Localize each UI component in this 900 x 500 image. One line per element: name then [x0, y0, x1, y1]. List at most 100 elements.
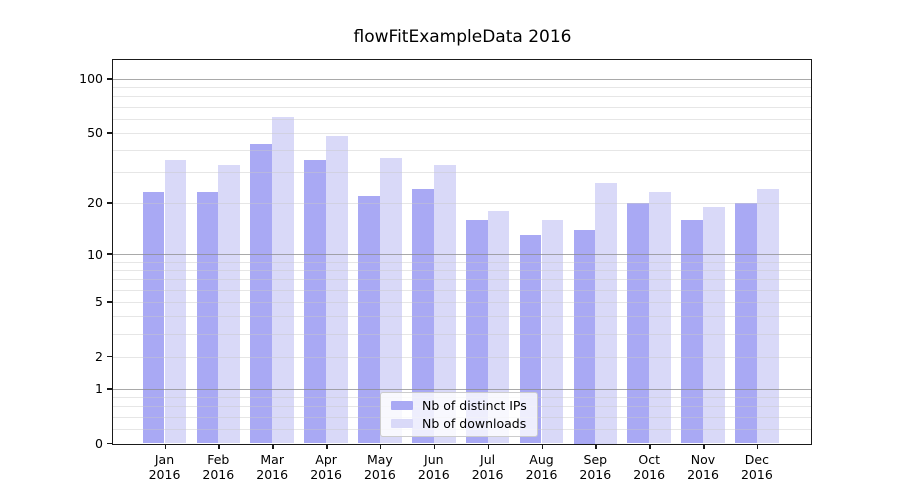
- legend-swatch-downloads: [391, 419, 413, 428]
- x-tick-mark: [703, 444, 705, 449]
- bar-downloads-feb: [218, 164, 241, 444]
- x-tick-month: Apr: [315, 451, 337, 467]
- x-tick-label: Sep 2016: [565, 452, 625, 483]
- x-tick-mark: [756, 444, 759, 449]
- y-tick-mark: [107, 355, 112, 358]
- y-tick-mark: [107, 132, 112, 134]
- x-tick-month: Dec: [744, 451, 769, 467]
- y-tick-label: 0: [95, 436, 103, 451]
- bar-distinct-ips-feb: [196, 192, 219, 444]
- x-tick-month: Oct: [638, 451, 660, 467]
- x-tick-label: Jul 2016: [458, 452, 518, 483]
- gridline-minor: [113, 202, 811, 204]
- bar-distinct-ips-dec: [735, 202, 757, 444]
- bar-distinct-ips-aug: [519, 234, 542, 444]
- gridline-minor: [113, 301, 811, 303]
- x-tick-label: Feb 2016: [188, 452, 248, 483]
- x-tick-year: 2016: [687, 467, 719, 482]
- x-tick-label: Apr 2016: [296, 452, 356, 483]
- y-tick-mark: [107, 253, 112, 255]
- x-tick-label: Nov 2016: [673, 452, 733, 483]
- x-tick-mark: [433, 444, 436, 449]
- bar-distinct-ips-jun: [411, 189, 434, 444]
- x-tick-year: 2016: [740, 467, 773, 482]
- bar-distinct-ips-nov: [681, 219, 703, 444]
- legend-label-downloads: Nb of downloads: [422, 416, 527, 431]
- bar-downloads-dec: [756, 189, 779, 444]
- bar-downloads-jun: [433, 164, 456, 444]
- x-tick-mark: [649, 444, 651, 449]
- y-tick-label: 2: [95, 349, 103, 365]
- x-tick-label: Jun 2016: [404, 452, 464, 483]
- x-tick-mark: [541, 444, 543, 449]
- x-tick-year: 2016: [202, 467, 235, 482]
- x-tick-year: 2016: [417, 467, 450, 482]
- gridline-major: [113, 78, 811, 80]
- bar-downloads-mar: [272, 117, 294, 444]
- x-tick-year: 2016: [310, 467, 342, 482]
- x-tick-label: Mar 2016: [242, 452, 302, 483]
- y-tick-mark: [107, 202, 112, 204]
- gridline-minor: [113, 96, 811, 98]
- y-tick-label: 20: [87, 195, 103, 211]
- x-tick-year: 2016: [256, 467, 289, 482]
- x-tick-mark: [218, 444, 220, 449]
- x-tick-month: Jul: [480, 451, 496, 467]
- x-tick-label: Jan 2016: [135, 452, 195, 483]
- x-tick-mark: [272, 444, 274, 449]
- x-tick-month: May: [366, 451, 393, 467]
- x-tick-mark: [595, 444, 597, 449]
- gridline-minor: [113, 289, 811, 291]
- bar-downloads-jul: [487, 210, 510, 444]
- x-tick-year: 2016: [148, 467, 181, 482]
- bar-distinct-ips-sep: [573, 229, 596, 444]
- bar-distinct-ips-oct: [627, 202, 650, 444]
- x-tick-label: Oct 2016: [619, 452, 679, 483]
- bar-downloads-apr: [326, 135, 348, 444]
- bar-downloads-jan: [164, 160, 187, 444]
- chart-title: flowFitExampleData 2016: [353, 27, 572, 47]
- bar-distinct-ips-mar: [250, 144, 273, 444]
- gridline-minor: [113, 87, 811, 88]
- x-tick-month: Nov: [690, 451, 716, 467]
- x-tick-mark: [487, 444, 490, 449]
- bar-distinct-ips-jul: [465, 219, 488, 444]
- legend-entry-distinct-ips: Nb of distinct IPs: [391, 399, 527, 412]
- gridline-minor: [113, 118, 811, 120]
- y-tick-label: 50: [87, 125, 103, 141]
- y-tick-mark: [107, 78, 112, 80]
- gridline-major: [113, 254, 811, 255]
- gridline-minor: [113, 356, 811, 358]
- bar-downloads-aug: [541, 219, 564, 444]
- x-tick-month: Feb: [207, 451, 230, 467]
- x-tick-month: Jun: [424, 451, 444, 467]
- y-tick-mark: [107, 388, 112, 390]
- bar-downloads-sep: [595, 183, 618, 444]
- gridline-major: [113, 388, 811, 390]
- y-tick-label: 1: [95, 381, 103, 397]
- bar-distinct-ips-jan: [142, 192, 165, 444]
- x-tick-year: 2016: [579, 467, 612, 482]
- x-tick-year: 2016: [471, 467, 504, 482]
- x-tick-label: Aug 2016: [512, 452, 572, 483]
- gridline-minor: [113, 150, 811, 151]
- x-tick-label: May 2016: [350, 452, 410, 483]
- x-tick-month: Mar: [260, 451, 284, 467]
- y-tick-label: 5: [95, 294, 103, 310]
- legend-label-distinct-ips: Nb of distinct IPs: [422, 398, 527, 413]
- gridline-minor: [113, 333, 811, 335]
- x-tick-year: 2016: [525, 467, 558, 482]
- legend-swatch-distinct-ips: [391, 401, 413, 410]
- y-tick-label: 10: [87, 246, 103, 262]
- x-tick-mark: [379, 444, 382, 449]
- bar-downloads-nov: [703, 206, 725, 444]
- y-tick-label: 100: [79, 71, 103, 87]
- bar-downloads-may: [379, 158, 402, 444]
- legend: Nb of distinct IPs Nb of downloads: [380, 392, 538, 437]
- y-tick-mark: [107, 301, 112, 303]
- gridline-minor: [113, 261, 811, 263]
- x-tick-mark: [326, 444, 328, 449]
- bar-downloads-oct: [649, 192, 671, 444]
- y-tick-mark: [107, 442, 112, 445]
